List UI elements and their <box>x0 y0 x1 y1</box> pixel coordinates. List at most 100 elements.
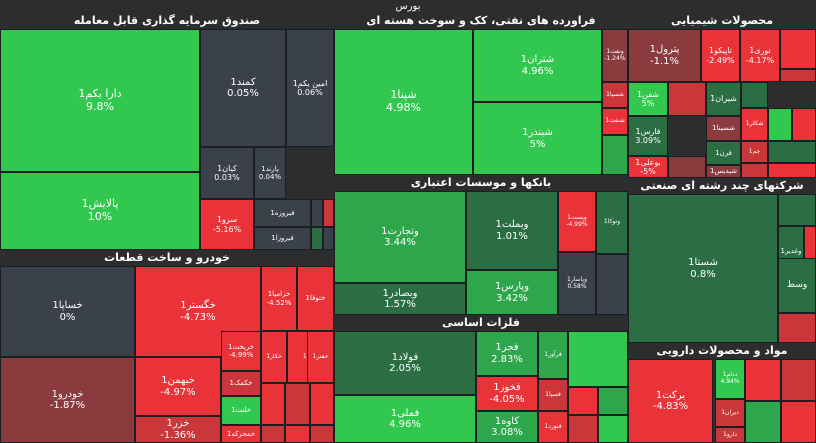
tile[interactable]: فجر1 2.83% <box>476 331 538 376</box>
tile[interactable]: خزر1 -1.36% <box>135 416 221 443</box>
tile[interactable]: کمند1 0.05% <box>200 29 286 147</box>
tile[interactable]: خزامیا1 -4.52% <box>261 266 297 331</box>
tile[interactable]: شپدیس1 <box>706 165 741 178</box>
sector-3: بانکها و موسسات اعتباری وتجارت1 3.44% وبملت… <box>334 175 628 315</box>
tile[interactable]: برکت1 -4.83% <box>628 359 713 443</box>
tile[interactable]: کاوه1 3.08% <box>476 411 538 443</box>
tile-name: ختوقا1 <box>305 294 326 303</box>
sector-2: محصولات شیمیایی پترول1 -1.1% تاپیکو1 -2.49% ن… <box>628 13 816 178</box>
tile[interactable]: وتوکا1 <box>596 191 628 254</box>
tile-name: خفنر1 <box>312 352 329 360</box>
tile-change: 0% <box>59 311 76 323</box>
tile[interactable]: وپاسار1 0.58% <box>558 252 596 315</box>
tile[interactable]: فارس1 3.09% <box>628 116 668 156</box>
tile[interactable]: فولاد1 2.05% <box>334 331 476 395</box>
tile-name: سرو1 <box>216 215 238 225</box>
tile[interactable]: فرن1 <box>706 141 741 165</box>
tile-change: 3.44% <box>384 237 416 248</box>
tile[interactable]: وسط <box>778 258 816 313</box>
filler-cell <box>741 163 768 178</box>
tile-name: وبملت1 <box>495 219 529 230</box>
tile[interactable]: خکار1 <box>261 331 287 383</box>
tile[interactable]: ونفت1 -1.24% <box>602 29 628 82</box>
tile[interactable]: فملی1 4.96% <box>334 395 476 443</box>
tile-name: خریخت1 <box>228 342 254 351</box>
tile[interactable]: ددام1 4.94% <box>715 359 745 399</box>
tile[interactable]: خفنر1 <box>307 331 334 383</box>
filler-cell <box>285 425 310 443</box>
tile[interactable]: خساپا1 0% <box>0 266 135 357</box>
tile[interactable]: فسپا1 <box>538 379 568 411</box>
tile[interactable]: وپست1 -4.99% <box>558 191 596 252</box>
tile[interactable]: خمحرکه1 <box>221 425 261 443</box>
tile-name: وپارس1 <box>494 281 530 292</box>
filler-cell <box>781 401 816 443</box>
tile-name: امین یکم1 <box>292 78 328 88</box>
tile-change: -4.05% <box>489 393 525 405</box>
tile-change: 5% <box>641 99 655 108</box>
tile-name: خبهمن1 <box>161 375 195 386</box>
tile[interactable]: فنورد1 <box>538 411 568 443</box>
tile[interactable]: فیروزه1 <box>254 199 311 227</box>
tile-name: شکلر1 <box>745 120 764 128</box>
tile-change: 4.96% <box>389 419 421 430</box>
filler-cell <box>311 227 323 250</box>
tile[interactable]: فرآور1 <box>538 331 568 379</box>
tile[interactable]: شنفت1 <box>602 108 628 135</box>
tile[interactable]: وبملت1 1.01% <box>466 191 558 270</box>
tile[interactable]: شستا1 0.8% <box>628 194 778 343</box>
tile[interactable]: پترول1 -1.1% <box>628 29 701 82</box>
filler-cell <box>598 415 628 443</box>
sector-header: شرکتهای چند رشته ای صنعتی <box>640 179 804 192</box>
tile[interactable]: خکمک1 <box>221 371 261 396</box>
tile[interactable]: شفن1 5% <box>628 82 668 116</box>
tile-name: شتران1 <box>520 54 555 65</box>
tile[interactable]: وتجارت1 3.44% <box>334 191 466 283</box>
tile[interactable]: شبندر1 5% <box>473 102 602 175</box>
sector-5: خودرو و ساخت قطعات خساپا1 0% خودرو1 -1.87% خگ… <box>0 250 334 443</box>
tile[interactable]: دارا یکم1 9.8% <box>0 29 200 172</box>
filler-cell <box>778 313 816 343</box>
tile[interactable]: دارو1 <box>715 427 745 443</box>
tile[interactable]: خودرو1 -1.87% <box>0 357 135 443</box>
tile-change: 0.03% <box>214 173 240 182</box>
tile[interactable]: فیروزا1 <box>254 227 311 250</box>
tile[interactable]: پارند1 0.04% <box>254 147 286 199</box>
tile[interactable]: جم1 <box>741 141 768 163</box>
tile-name: برکت1 <box>655 389 686 401</box>
tile[interactable]: شیران1 <box>706 82 741 116</box>
tile-name: پالایش1 <box>81 197 119 211</box>
tile[interactable]: شسینا1 <box>706 116 741 141</box>
tile[interactable]: شکلر1 <box>741 108 768 141</box>
tile[interactable]: تاپیکو1 -2.49% <box>701 29 740 82</box>
tile[interactable]: امین یکم1 0.06% <box>286 29 334 147</box>
tile[interactable]: وپارس1 3.42% <box>466 270 558 315</box>
tile[interactable]: شپنا1 4.98% <box>334 29 473 175</box>
tile[interactable]: سرو1 -5.16% <box>200 199 254 250</box>
tile[interactable]: وبصادر1 1.57% <box>334 283 466 315</box>
tile-name: پارند1 <box>261 164 279 173</box>
tile-name: خودرو1 <box>51 388 84 400</box>
tile[interactable]: شتران1 4.96% <box>473 29 602 102</box>
sector-header: بانکها و موسسات اعتباری <box>410 176 552 189</box>
tile[interactable]: پالایش1 10% <box>0 172 200 250</box>
tile[interactable]: خلنت1 <box>221 396 261 425</box>
tile[interactable]: خریخت1 -4.99% <box>221 331 261 371</box>
sector-header: مواد و محصولات دارویی <box>656 344 788 357</box>
tile[interactable]: ختوقا1 <box>297 266 334 331</box>
tile-name: خزر1 <box>166 418 190 429</box>
tile[interactable]: بوعلی1 -5% <box>628 156 668 178</box>
tile-name: کمند1 <box>230 76 256 88</box>
tile[interactable]: نوری1 -4.17% <box>740 29 780 82</box>
tile[interactable]: شسپا1 <box>602 82 628 108</box>
tile[interactable]: فخوز1 -4.05% <box>476 376 538 411</box>
tile-change: -1.87% <box>49 400 86 411</box>
tile[interactable]: کیان1 0.03% <box>200 147 254 199</box>
tile[interactable]: خبهمن1 -4.97% <box>135 357 221 416</box>
tile-name: خلنت1 <box>230 406 252 415</box>
filler-cell <box>768 108 792 141</box>
tile-name: کاوه1 <box>494 415 520 427</box>
tile-name: فیروزه1 <box>270 208 295 217</box>
tile[interactable]: دیران1 <box>715 399 745 427</box>
